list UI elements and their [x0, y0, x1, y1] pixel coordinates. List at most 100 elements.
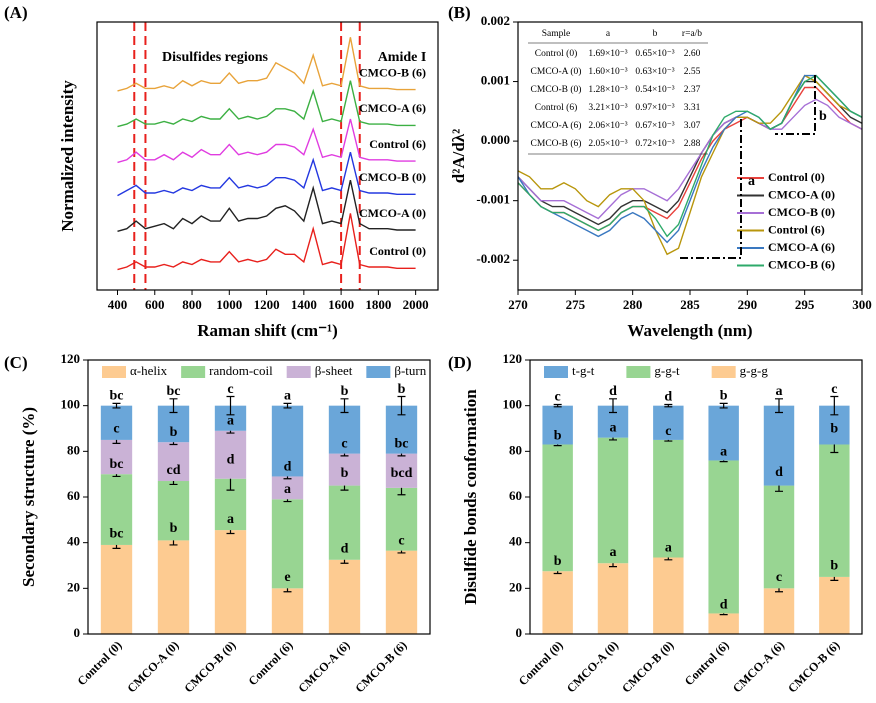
x-tick-label: 280	[623, 297, 643, 312]
significance-letter: d	[664, 390, 672, 405]
line-series	[517, 98, 863, 220]
bar-segment	[328, 485, 361, 560]
significance-letter: b	[554, 554, 562, 569]
x-tick-label: 2000	[403, 297, 429, 312]
bar-segment	[328, 405, 361, 454]
bar-segment	[819, 576, 850, 634]
y-tick-label: 0	[516, 625, 523, 640]
legend-label: CMCO-A (0)	[768, 187, 835, 201]
x-tick-label: 400	[108, 297, 128, 312]
annotation: b	[819, 109, 827, 124]
line-series	[517, 74, 863, 244]
bar-segment	[653, 439, 684, 558]
table-cell: 2.88	[684, 139, 701, 149]
y-axis-title: Secondary structure (%)	[19, 407, 38, 587]
bar-segment	[271, 588, 304, 634]
bar-segment	[157, 540, 190, 634]
line-series	[117, 213, 416, 271]
panel-label: (B)	[448, 3, 471, 22]
significance-letter: b	[341, 466, 349, 481]
bar-segment	[271, 476, 304, 500]
table-cell: 3.07	[684, 121, 701, 131]
error-bar	[609, 398, 617, 414]
x-axis-title: Raman shift (cm⁻¹)	[197, 321, 338, 340]
significance-letter: c	[398, 534, 404, 549]
bar-segment	[653, 405, 684, 440]
bar-segment	[763, 485, 795, 589]
table-cell: CMCO-A (0)	[531, 66, 582, 77]
y-tick-label: 40	[509, 534, 522, 549]
significance-letter: a	[610, 421, 617, 436]
bar-segment	[214, 430, 247, 479]
bar-segment	[328, 559, 361, 634]
significance-letter: bc	[110, 389, 124, 404]
line-series	[117, 80, 416, 128]
error-bar	[283, 402, 292, 409]
table-header: r=a/b	[682, 29, 702, 39]
legend-label: random-coil	[209, 363, 273, 378]
bar-segment	[763, 405, 795, 486]
error-bar	[397, 395, 406, 416]
significance-letter: a	[284, 482, 291, 497]
series-label: Control (6)	[369, 137, 426, 151]
x-tick-label: CMCO-B (0)	[181, 638, 238, 695]
x-tick-label: CMCO-A (0)	[124, 638, 181, 695]
table-cell: 1.60×10⁻³	[588, 67, 627, 77]
x-tick-label: 300	[852, 297, 872, 312]
significance-letter: a	[776, 384, 783, 399]
table-cell: 1.28×10⁻³	[588, 85, 627, 95]
table-cell: Control (6)	[535, 102, 577, 113]
y-axis-title: d²A/dλ²	[449, 129, 468, 183]
x-tick-label: 1200	[254, 297, 280, 312]
bar-segment	[385, 487, 418, 551]
significance-letter: a	[227, 512, 234, 527]
table-cell: 0.65×10⁻³	[635, 49, 674, 59]
x-tick-label: Control (0)	[516, 638, 566, 688]
x-tick-label: CMCO-A (6)	[730, 638, 787, 695]
y-tick-label: 120	[503, 351, 523, 366]
table-cell: 0.72×10⁻³	[635, 139, 674, 149]
bar-segment	[328, 453, 361, 486]
bar-segment	[100, 544, 133, 634]
bar-segment	[819, 444, 850, 577]
x-tick-label: 290	[738, 297, 758, 312]
error-bar	[553, 403, 562, 408]
table-cell: 2.60	[684, 49, 701, 59]
line-series	[117, 118, 416, 164]
significance-letter: c	[113, 422, 119, 437]
y-axis-title: Disulfide bonds conformation	[461, 389, 480, 605]
significance-letter: c	[555, 390, 561, 405]
line-series	[117, 180, 416, 232]
bar-segment	[100, 405, 133, 440]
significance-letter: b	[830, 422, 838, 437]
table-cell: 0.54×10⁻³	[635, 85, 674, 95]
x-tick-label: 295	[795, 297, 815, 312]
y-tick-label: 120	[61, 351, 81, 366]
legend-swatch	[102, 366, 126, 378]
significance-letter: b	[170, 425, 178, 440]
y-tick-label: -0.001	[476, 192, 510, 207]
x-tick-label: 600	[145, 297, 165, 312]
table-cell: 2.37	[684, 85, 701, 95]
x-tick-label: 275	[566, 297, 586, 312]
error-bar	[830, 395, 839, 416]
y-tick-label: 60	[67, 488, 80, 503]
significance-letter: a	[227, 414, 234, 429]
significance-letter: a	[665, 540, 672, 555]
y-tick-label: 20	[67, 579, 80, 594]
y-tick-label: 0.000	[481, 132, 510, 147]
table-header: b	[653, 29, 658, 39]
y-tick-label: 40	[67, 534, 80, 549]
x-tick-label: Control (6)	[246, 638, 296, 688]
significance-letter: b	[398, 382, 406, 397]
error-bar	[664, 403, 673, 408]
x-tick-label: 1000	[216, 297, 242, 312]
bar-segment	[763, 588, 795, 634]
table-cell: 0.67×10⁻³	[635, 121, 674, 131]
error-bar	[775, 398, 783, 414]
x-tick-label: CMCO-A (6)	[295, 638, 352, 695]
x-tick-label: CMCO-A (0)	[564, 638, 621, 695]
significance-letter: c	[341, 437, 347, 452]
legend-label: CMCO-B (6)	[768, 257, 835, 271]
